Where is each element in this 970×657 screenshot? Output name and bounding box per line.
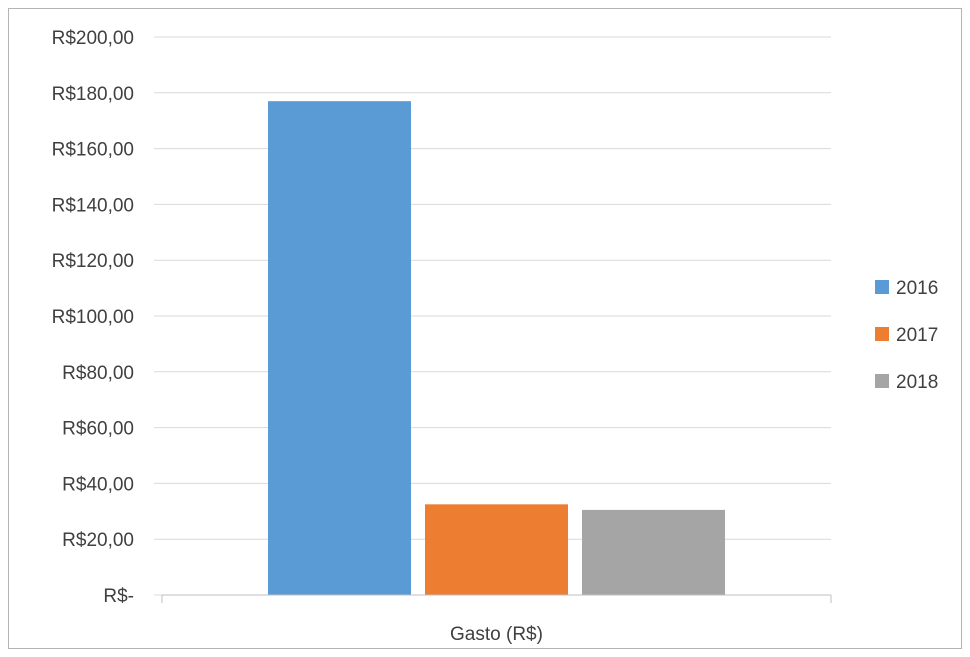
y-axis-tick-labels: R$- R$20,00 R$40,00 R$60,00 R$80,00 R$100,00 R… (52, 28, 134, 607)
y-tick-label: R$160,00 (52, 140, 134, 161)
legend-label: 2018 (896, 372, 938, 393)
y-tick-label: R$140,00 (52, 195, 134, 216)
y-tick-label: R$20,00 (62, 530, 134, 551)
bar-2016 (268, 101, 411, 596)
y-tick-label: R$120,00 (52, 251, 134, 272)
legend: 2016 2017 2018 (875, 278, 938, 393)
x-category-label: Gasto (R$) (450, 624, 543, 645)
legend-swatch-2018 (875, 374, 889, 388)
bar-2017 (425, 504, 568, 595)
bars (268, 101, 725, 596)
legend-label: 2017 (896, 325, 938, 346)
legend-label: 2016 (896, 278, 938, 299)
legend-swatch-2016 (875, 280, 889, 294)
y-tick-label: R$180,00 (52, 84, 134, 105)
y-tick-label: R$- (103, 586, 134, 607)
y-tick-label: R$100,00 (52, 307, 134, 328)
y-tick-label: R$40,00 (62, 474, 134, 495)
bar-2018 (582, 509, 725, 595)
y-tick-label: R$200,00 (52, 28, 134, 49)
y-tick-label: R$80,00 (62, 363, 134, 384)
y-tick-label: R$60,00 (62, 419, 134, 440)
legend-swatch-2017 (875, 327, 889, 341)
x-axis: Gasto (R$) (161, 594, 832, 645)
